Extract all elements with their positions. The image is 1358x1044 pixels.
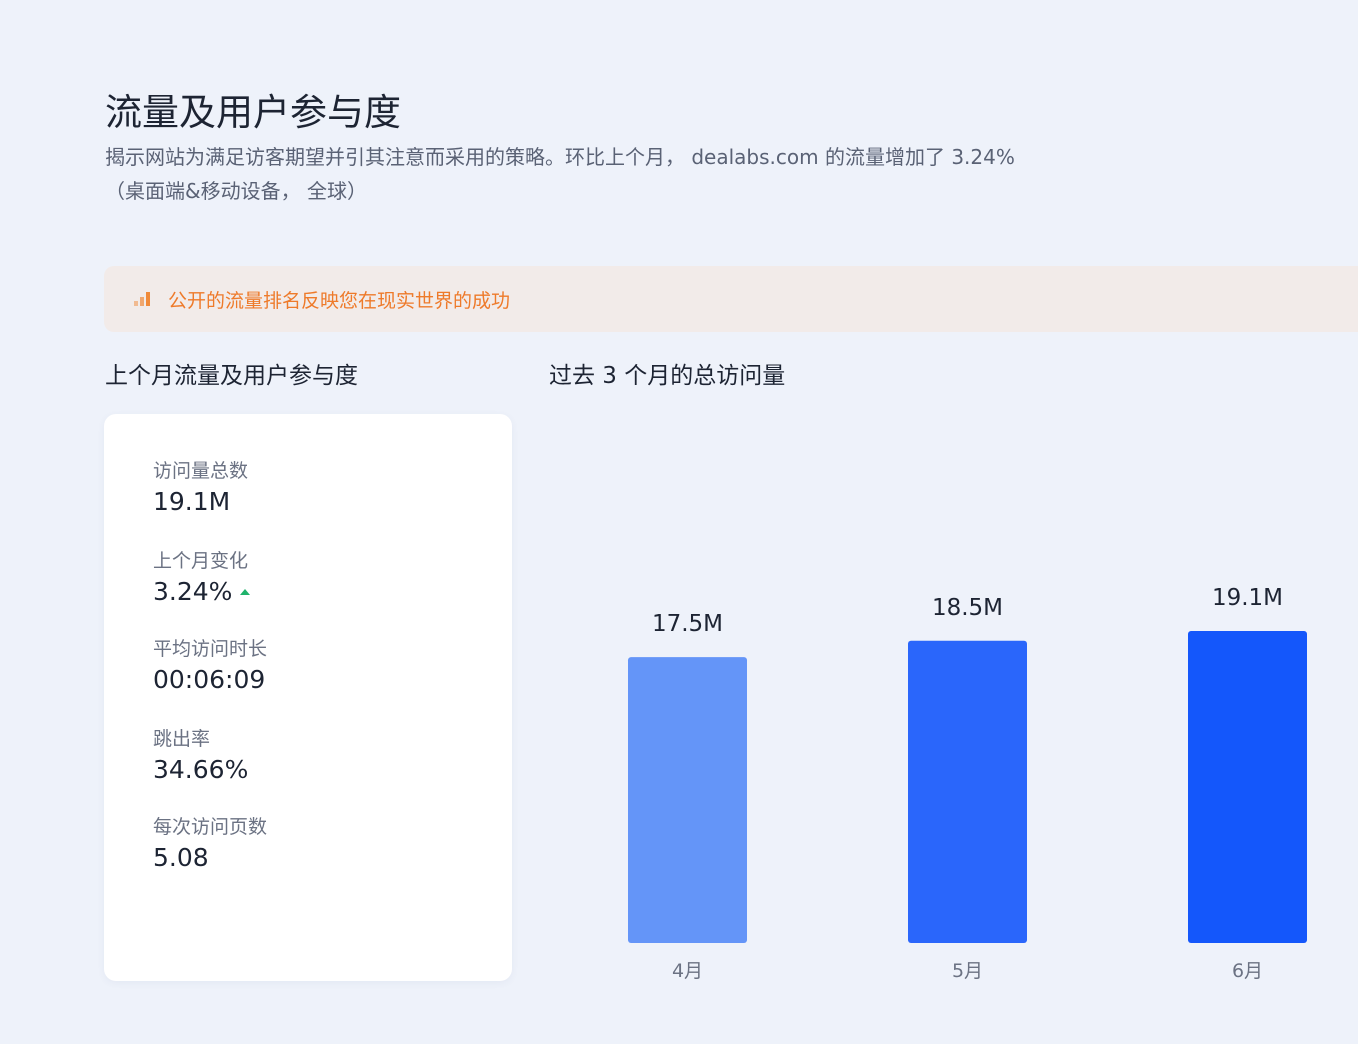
metric-monthly-change: 上个月变化 3.24%	[153, 546, 251, 606]
metrics-card: 访问量总数 19.1M 上个月变化 3.24% 平均访问时长 00:06:09 …	[104, 414, 512, 981]
bar-4月[interactable]	[628, 657, 747, 943]
bar-6月[interactable]	[1188, 631, 1307, 943]
bar-rank-icon	[134, 292, 150, 306]
metric-label: 每次访问页数	[153, 816, 268, 838]
x-tick-label: 4月	[672, 960, 703, 982]
description-text: 揭示网站为满足访客期望并引其注意而采用的策略。环比上个月， dealabs.co…	[105, 145, 1015, 169]
metric-label: 跳出率	[153, 728, 211, 750]
metric-value: 34.66%	[153, 755, 249, 784]
x-tick-label: 5月	[952, 960, 983, 982]
page-title: 流量及用户参与度	[105, 91, 401, 134]
metric-pages-per-visit: 每次访问页数 5.08	[153, 812, 267, 872]
metric-value: 3.24%	[153, 577, 233, 606]
trend-up-icon	[240, 588, 251, 595]
data-label: 19.1M	[1212, 585, 1283, 611]
bar-5月[interactable]	[908, 640, 1027, 943]
metric-bounce-rate: 跳出率 34.66%	[153, 724, 248, 784]
metric-label: 平均访问时长	[153, 638, 268, 660]
banner-text: 公开的流量排名反映您在现实世界的成功	[168, 289, 511, 312]
data-label: 18.5M	[932, 595, 1003, 621]
x-tick-label: 6月	[1232, 960, 1263, 982]
metric-total-visits: 访问量总数 19.1M	[153, 456, 248, 516]
metric-label: 访问量总数	[153, 460, 249, 482]
metric-avg-duration: 平均访问时长 00:06:09	[153, 634, 267, 694]
last-month-title: 上个月流量及用户参与度	[105, 363, 358, 389]
scope-text: （桌面端&移动设备， 全球）	[105, 179, 367, 203]
data-label: 17.5M	[652, 611, 723, 637]
page-description: 揭示网站为满足访客期望并引其注意而采用的策略。环比上个月， dealabs.co…	[105, 140, 1045, 208]
metric-value: 5.08	[153, 843, 209, 872]
metric-value: 00:06:09	[153, 665, 266, 694]
ranking-banner[interactable]: 公开的流量排名反映您在现实世界的成功	[104, 266, 1358, 332]
metric-label: 上个月变化	[153, 550, 249, 572]
chart-title: 过去 3 个月的总访问量	[549, 363, 786, 389]
metric-value: 19.1M	[153, 487, 231, 516]
